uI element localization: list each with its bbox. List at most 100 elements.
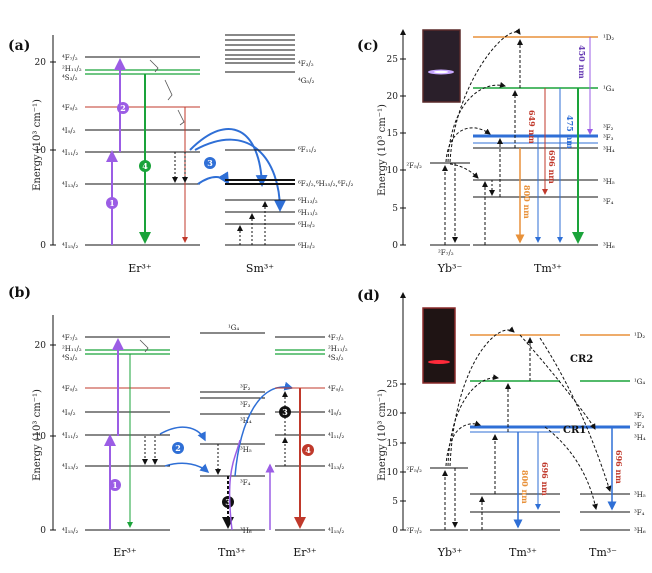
- panel-d-label: (d): [357, 288, 380, 304]
- d-tm-3F2: ³F₂: [634, 412, 645, 420]
- svg-text:2: 2: [120, 103, 126, 113]
- panel-d-tick-10: 10: [387, 468, 399, 478]
- c-emission-photo: [422, 29, 461, 103]
- c-tm-3H6: ³H₆: [603, 242, 615, 250]
- c-emission-475: 475 nm: [565, 115, 575, 149]
- c-yb-2F72: ²F₇/₂: [438, 249, 454, 257]
- d-tm-3F4: ³F₄: [634, 509, 645, 517]
- panel-c-tick-10: 10: [387, 166, 399, 176]
- panel-b-ion-tm: Tm³⁺: [218, 546, 246, 559]
- panel-d-tick-20: 20: [387, 409, 399, 419]
- panel-d-tick-15: 15: [387, 439, 399, 449]
- a-er-2H112: ²H₁₁/₂: [62, 65, 82, 73]
- a-step-1: [106, 197, 118, 209]
- a-sm-6F112: ⁶F₁₁/₂: [298, 146, 317, 154]
- b-er2-4F92: ⁴F₉/₂: [328, 385, 344, 393]
- panel-c: (c) Energy (10³ cm⁻¹) 0 5 10 15 20 25 ²F…: [357, 28, 615, 275]
- panel-d-tick-0: 0: [392, 526, 398, 536]
- a-step-3: [204, 157, 216, 169]
- panel-d: (d) Energy (10³ cm⁻¹) 0 5 10 15 20 25 ²F…: [357, 288, 646, 559]
- b-step-1: [109, 479, 121, 491]
- panel-d-ion-yb: Yb³⁺: [437, 546, 463, 559]
- b-tm-1G4: ¹G₄: [228, 324, 239, 332]
- d-tm-1G4: ¹G₄: [634, 378, 645, 386]
- c-yb-2F52: ²F₅/₂: [406, 162, 422, 170]
- b-tm-3F3: ³F₃: [240, 401, 251, 409]
- panel-c-ylabel: Energy (10³ cm⁻¹): [377, 104, 388, 196]
- d-yb-2F72: ²F₇/₂: [406, 527, 422, 535]
- d-emission-800: 800 nm: [520, 470, 530, 504]
- c-tm-3F4: ³F₄: [603, 198, 614, 206]
- panel-a-ylabel: Energy (10³ cm⁻¹): [32, 99, 43, 191]
- a-er-4I132: ⁴I₁₃/₂: [62, 181, 79, 189]
- panel-a-ion-sm: Sm³⁺: [246, 262, 274, 275]
- svg-text:4: 4: [305, 445, 311, 455]
- b-step-4: [302, 444, 314, 456]
- panel-a: (a) Energy (10³ cm⁻¹) 0 10 20 ⁴F₇/₂ ²H₁₁…: [8, 34, 354, 275]
- panel-c-tick-0: 0: [392, 241, 398, 251]
- a-er-4F92: ⁴F₉/₂: [62, 104, 78, 112]
- c-emission-696: 696 nm: [547, 150, 557, 184]
- panel-c-tick-20: 20: [387, 92, 399, 102]
- b-er-4I152: ⁴I₁₅/₂: [62, 527, 79, 535]
- panel-d-ion-tm2: Tm³⁻: [589, 546, 617, 559]
- b-step-3-er: [279, 406, 291, 418]
- b-er-4I132: ⁴I₁₃/₂: [62, 463, 79, 471]
- b-er-4F72: ⁴F₇/₂: [62, 334, 78, 342]
- panel-a-tick-0: 0: [40, 241, 46, 251]
- c-emission-800: 800 nm: [522, 185, 532, 219]
- c-emission-649: 649 nm: [527, 110, 537, 144]
- svg-text:2: 2: [175, 443, 181, 453]
- panel-d-ion-tm1: Tm³⁺: [509, 546, 537, 559]
- a-er-4I92: ⁴I₉/₂: [62, 127, 76, 135]
- panel-c-label: (c): [357, 38, 379, 54]
- c-tm-3H4: ³H₄: [603, 146, 615, 154]
- b-er-4I112: ⁴I₁₁/₂: [62, 432, 79, 440]
- c-emission-450: 450 nm: [577, 45, 587, 79]
- panel-c-tick-25: 25: [387, 55, 399, 65]
- b-er2-4I112: ⁴I₁₁/₂: [328, 432, 345, 440]
- a-sm-4F32: ⁴F₃/₂: [298, 60, 314, 68]
- a-step-4: [139, 160, 151, 172]
- d-yb-2F52: ²F₅/₂: [406, 466, 422, 474]
- panel-d-tick-5: 5: [392, 497, 398, 507]
- b-er2-4I92: ⁴I₉/₂: [328, 409, 342, 417]
- c-tm-1G4: ¹G₄: [603, 85, 614, 93]
- b-er-4F92: ⁴F₉/₂: [62, 385, 78, 393]
- b-er2-4F72: ⁴F₇/₂: [328, 334, 344, 342]
- panel-c-tick-5: 5: [392, 204, 398, 214]
- b-er2-4S32: ⁴S₃/₂: [328, 354, 344, 362]
- d-cr2: CR2: [570, 354, 593, 365]
- panel-b-label: (b): [8, 285, 31, 301]
- a-er-4S32: ⁴S₃/₂: [62, 74, 78, 82]
- d-tm-3H4: ³H₄: [634, 434, 646, 442]
- d-cr1: CR1: [563, 425, 586, 436]
- panel-b-ion-er2: Er³⁺: [293, 546, 317, 559]
- panel-a-ion-er: Er³⁺: [128, 262, 152, 275]
- svg-text:3: 3: [282, 407, 288, 417]
- panel-a-tick-10: 10: [35, 146, 47, 156]
- panel-b-ylabel: Energy (10³ cm⁻¹): [32, 389, 43, 481]
- a-er-4I152: ⁴I₁₅/₂: [62, 242, 79, 250]
- panel-b: (b) Energy (10³ cm⁻¹) 0 10 20 ⁴F₇/₂ ²H₁₁…: [8, 285, 348, 559]
- panel-b-tick-0: 0: [40, 526, 46, 536]
- b-step-2: [172, 442, 184, 454]
- svg-text:1: 1: [109, 198, 115, 208]
- a-sm-4G52: ⁴G₅/₂: [298, 77, 315, 85]
- svg-text:3: 3: [225, 497, 231, 507]
- b-tm-3F4: ³F₄: [240, 479, 251, 487]
- b-tm-3H4: ³H₄: [240, 417, 252, 425]
- a-sm-6H92: ⁶H₉/₂: [298, 221, 315, 229]
- a-step-2: [117, 102, 129, 114]
- a-sm-6F32: ⁶F₃/₂,⁶H₁₅/₂,⁶F₁/₂: [298, 180, 354, 188]
- panel-d-tick-25: 25: [387, 380, 399, 390]
- b-er2-4I132: ⁴I₁₃/₂: [328, 463, 345, 471]
- b-er-4S32: ⁴S₃/₂: [62, 354, 78, 362]
- panel-c-tick-15: 15: [387, 129, 399, 139]
- b-tm-3H6: ³H₆: [240, 527, 252, 535]
- d-emission-photo: [422, 307, 456, 384]
- d-emission-696a: 696 nm: [540, 462, 550, 496]
- c-tm-3F3: ³F₃: [603, 134, 614, 142]
- panel-c-ion-tm: Tm³⁺: [534, 262, 562, 275]
